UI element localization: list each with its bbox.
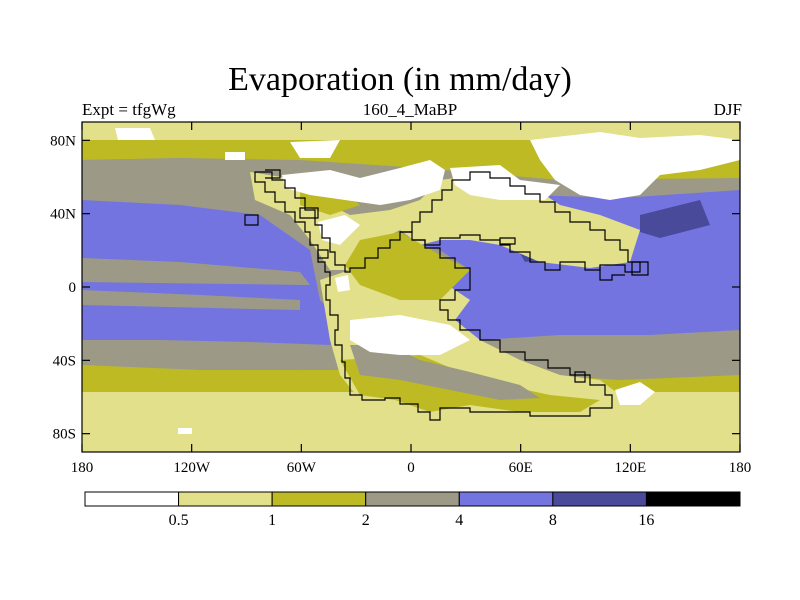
field-southern-band-4	[82, 365, 330, 392]
colorbar-swatch	[178, 491, 273, 507]
colorbar-label: 0.5	[169, 512, 189, 529]
coastline-island-5	[244, 214, 259, 226]
x-tick-label: 180	[71, 460, 94, 476]
field-hotspot-east	[640, 200, 710, 238]
field-dry-north-east	[530, 132, 740, 200]
colorbar-label: 2	[362, 512, 370, 529]
field-dry-arctic-small	[225, 152, 245, 160]
coastline-ne-coast	[599, 265, 625, 281]
period-label: 160_4_MaBP	[362, 100, 458, 119]
colorbar: 0.5 1 2 4 8 16	[84, 491, 741, 529]
x-tick-label: 60W	[287, 460, 317, 476]
coastline	[244, 169, 649, 421]
field-land-band	[350, 345, 540, 400]
colorbar-label: 4	[455, 512, 463, 529]
field-dry-south-large	[350, 315, 470, 355]
experiment-label: Expt = tfgWg	[82, 100, 176, 119]
field-dry-south-small	[178, 428, 192, 434]
field-dry-coastal	[335, 275, 350, 292]
field-equatorial-strip	[82, 290, 300, 310]
colorbar-swatch	[271, 491, 367, 507]
field-dry-arctic	[115, 128, 155, 140]
field-dry-north-margin	[290, 140, 340, 158]
coastline-island-3	[317, 249, 329, 259]
y-axis: 80N 40N 0 40S 80S	[50, 133, 740, 443]
field-dry-south-east	[615, 382, 655, 405]
y-tick-label: 40N	[50, 207, 76, 223]
colorbar-swatch	[645, 491, 741, 507]
colorbar-label: 1	[268, 512, 276, 529]
coastline-island-7	[265, 169, 281, 179]
x-tick-label: 120W	[173, 460, 211, 476]
y-tick-label: 40S	[53, 353, 76, 369]
coastline-island-4	[299, 207, 319, 219]
coastline-island-1	[631, 261, 649, 276]
colorbar-swatch	[552, 491, 647, 507]
field-dry-north-central	[450, 165, 560, 200]
y-tick-label: 80N	[50, 133, 76, 149]
y-tick-label: 0	[69, 280, 77, 296]
x-tick-label: 180	[729, 460, 752, 476]
x-tick-label: 60E	[509, 460, 533, 476]
season-label: DJF	[713, 100, 742, 119]
plot-title: Evaporation (in mm/day)	[228, 61, 572, 98]
colorbar-label: 16	[638, 512, 654, 529]
field-western-strip	[82, 258, 310, 285]
y-tick-label: 80S	[53, 427, 76, 443]
colorbar-swatch	[458, 491, 554, 507]
coastline-north	[254, 171, 613, 421]
x-tick-label: 0	[407, 460, 415, 476]
x-axis: 180 120W 60W 0 60E 120E 180	[71, 122, 752, 476]
colorbar-swatch	[84, 491, 180, 507]
map-field	[82, 122, 740, 452]
colorbar-label: 8	[549, 512, 557, 529]
field-continent-interior	[345, 232, 470, 300]
coastline-island-2	[499, 237, 516, 245]
coastline-island-6	[574, 371, 586, 383]
x-tick-label: 120E	[614, 460, 646, 476]
colorbar-swatch	[365, 491, 460, 507]
field-dry-north-west	[282, 160, 445, 205]
